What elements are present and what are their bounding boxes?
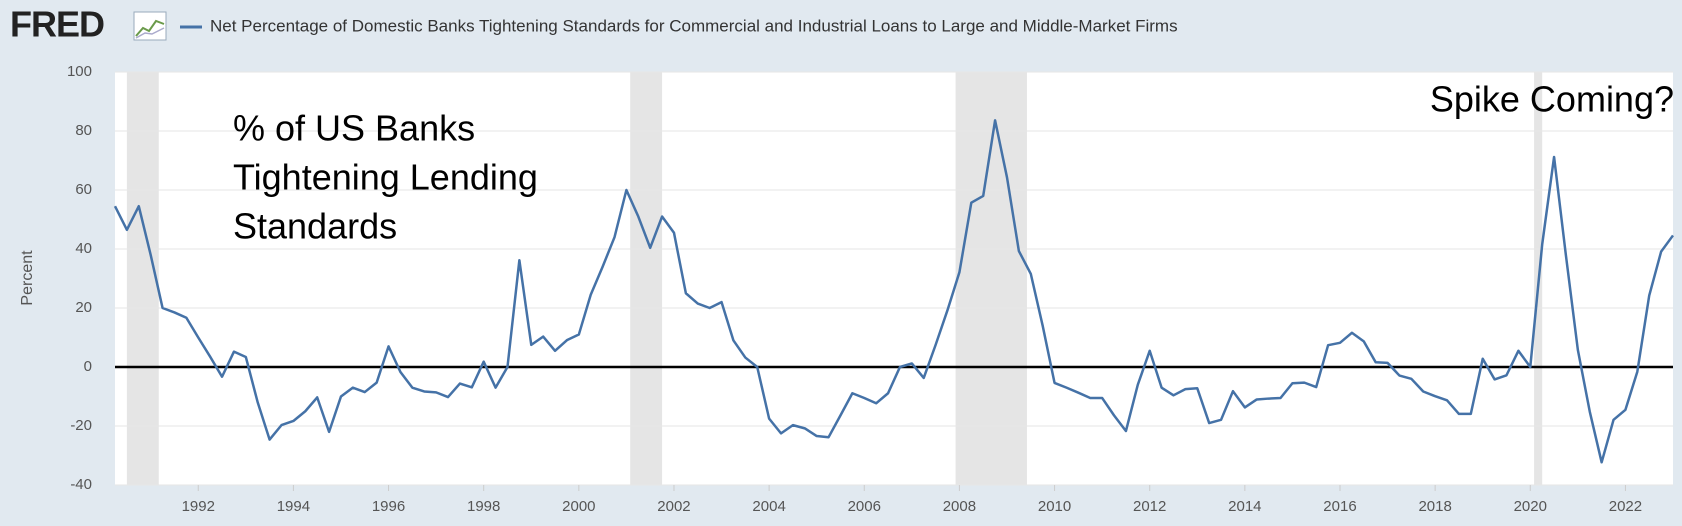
x-tick-label: 2020 xyxy=(1514,498,1547,515)
x-tick-label: 1996 xyxy=(372,498,405,515)
y-tick-label: 80 xyxy=(75,122,92,139)
annotation: Tightening Lending xyxy=(233,157,538,198)
x-tick-label: 2016 xyxy=(1323,498,1356,515)
recession-band xyxy=(955,72,1027,485)
recession-band xyxy=(630,72,663,485)
annotation: % of US Banks xyxy=(233,108,475,149)
x-tick-label: 2008 xyxy=(943,498,976,515)
x-tick-label: 2014 xyxy=(1228,498,1261,515)
logo-icon xyxy=(133,11,167,41)
annotation: Standards xyxy=(233,206,397,247)
y-tick-label: 60 xyxy=(75,181,92,198)
x-tick-label: 2010 xyxy=(1038,498,1071,515)
x-tick-label: 2006 xyxy=(848,498,881,515)
x-tick-label: 1994 xyxy=(277,498,310,515)
legend-label: Net Percentage of Domestic Banks Tighten… xyxy=(210,16,1178,35)
logo: FRED xyxy=(10,4,104,45)
x-tick-label: 2012 xyxy=(1133,498,1166,515)
x-tick-label: 2002 xyxy=(657,498,690,515)
y-tick-label: -20 xyxy=(70,417,92,434)
y-tick-label: 40 xyxy=(75,240,92,257)
x-tick-label: 1992 xyxy=(182,498,215,515)
y-tick-label: -40 xyxy=(70,476,92,493)
plot-area xyxy=(115,72,1673,485)
x-tick-label: 2000 xyxy=(562,498,595,515)
x-tick-label: 1998 xyxy=(467,498,500,515)
y-tick-label: 100 xyxy=(67,63,92,80)
x-tick-label: 2018 xyxy=(1418,498,1451,515)
y-tick-label: 0 xyxy=(84,358,92,375)
y-axis-label: Percent xyxy=(19,250,36,306)
x-tick-label: 2004 xyxy=(752,498,785,515)
series-line xyxy=(113,119,1675,464)
y-tick-label: 20 xyxy=(75,299,92,316)
recession-band xyxy=(126,72,159,485)
x-tick-label: 2022 xyxy=(1609,498,1642,515)
annotation: Spike Coming? xyxy=(1430,79,1674,120)
